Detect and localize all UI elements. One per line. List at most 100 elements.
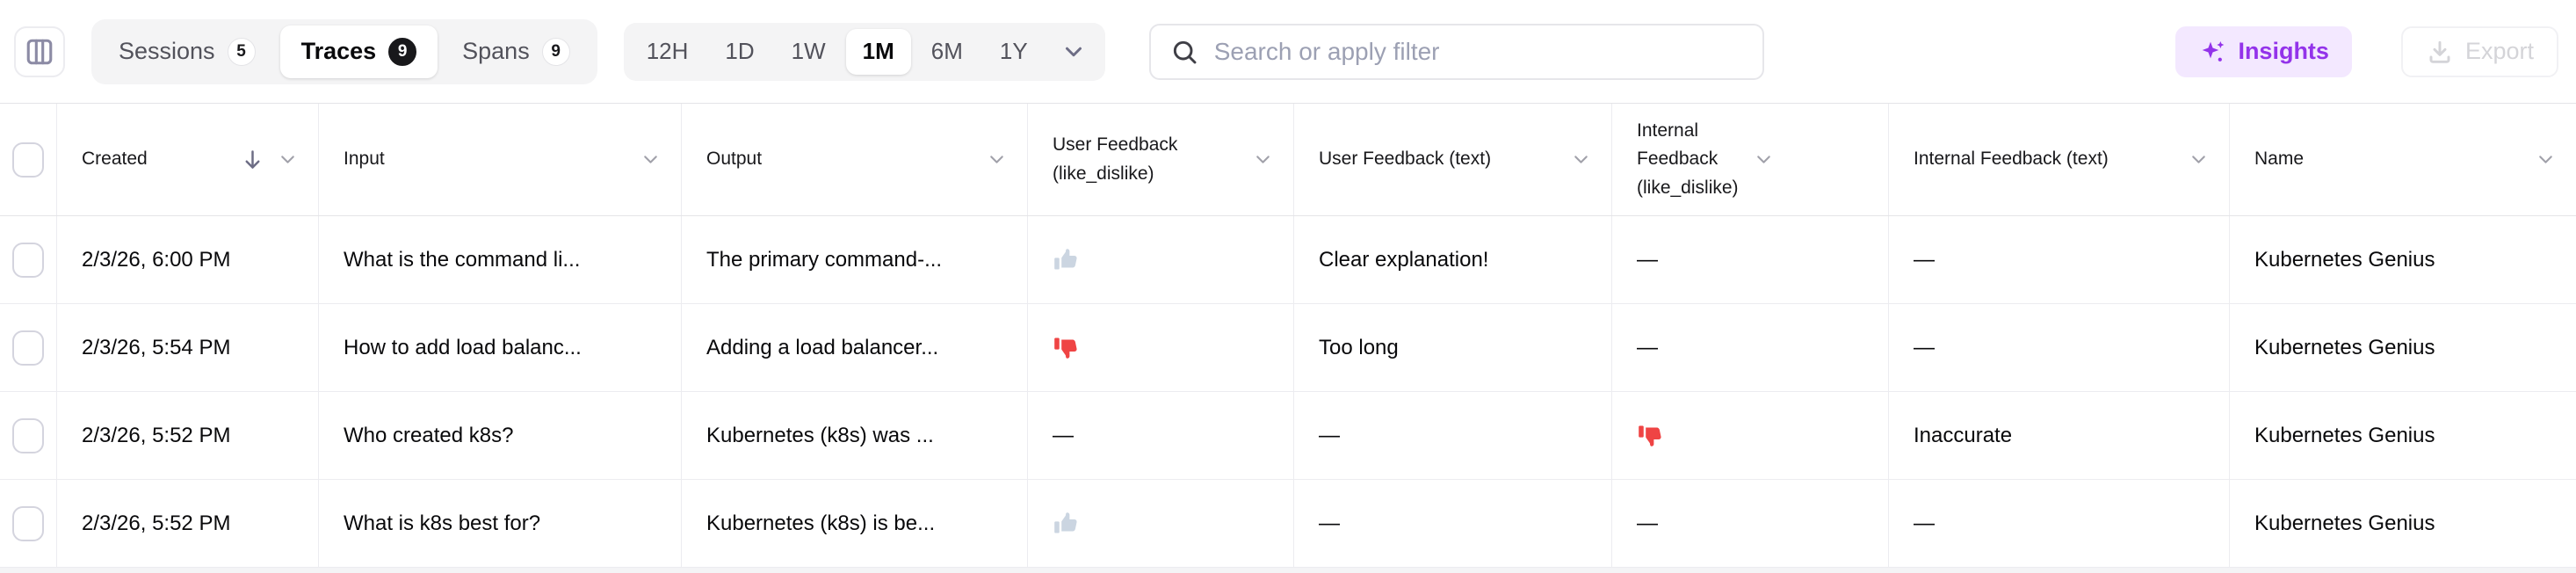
output-cell: Adding a load balancer... <box>682 304 1028 391</box>
user-feedback-like-cell <box>1028 216 1294 303</box>
user-feedback-like-cell <box>1028 480 1294 567</box>
internal-feedback-text-cell: — <box>1889 304 2230 391</box>
user-feedback-like-cell: — <box>1028 392 1294 479</box>
empty-value: — <box>1637 335 1658 359</box>
range-label: 12H <box>646 38 689 64</box>
tab-sessions[interactable]: Sessions 5 <box>98 25 277 78</box>
thumbs-down-icon <box>1054 337 1077 359</box>
column-header-user-feedback-text[interactable]: User Feedback (text) <box>1294 104 1612 215</box>
column-header-input[interactable]: Input <box>319 104 682 215</box>
user-feedback-text-cell: Too long <box>1294 304 1612 391</box>
columns-icon <box>26 39 53 64</box>
table-row[interactable]: 2/3/26, 5:54 PM How to add load balanc..… <box>0 304 2576 392</box>
column-header-created[interactable]: Created <box>57 104 319 215</box>
chevron-down-icon[interactable] <box>2188 149 2210 170</box>
created-cell: 2/3/26, 5:54 PM <box>57 304 319 391</box>
tab-spans[interactable]: Spans 9 <box>441 25 591 78</box>
column-header-name[interactable]: Name <box>2230 104 2576 215</box>
name-cell: Kubernetes Genius <box>2254 335 2435 359</box>
table-row[interactable]: 2/3/26, 6:00 PM What is the command li..… <box>0 216 2576 304</box>
range-1y[interactable]: 1Y <box>983 29 1045 75</box>
page-background-strip <box>0 568 2576 573</box>
range-12h[interactable]: 12H <box>630 29 706 75</box>
user-feedback-like-cell <box>1028 304 1294 391</box>
tab-count-badge: 9 <box>541 37 570 66</box>
export-button[interactable]: Export <box>2400 25 2558 77</box>
traces-table: Created Input Output User Feedback (like… <box>0 103 2576 573</box>
input-cell: How to add load balanc... <box>319 304 682 391</box>
column-label: Created <box>82 149 148 170</box>
column-label: User Feedback (text) <box>1319 149 1492 170</box>
column-label: User Feedback (like_dislike) <box>1053 134 1178 184</box>
chevron-down-icon[interactable] <box>2535 149 2557 170</box>
chevron-down-icon[interactable] <box>1570 149 1592 170</box>
column-label: Internal Feedback (like_dislike) <box>1637 120 1739 198</box>
user-feedback-text-cell: — <box>1294 392 1612 479</box>
chevron-down-icon <box>1065 47 1082 56</box>
column-header-user-feedback-like[interactable]: User Feedback (like_dislike) <box>1028 104 1294 215</box>
chevron-down-icon[interactable] <box>986 149 1008 170</box>
row-checkbox[interactable] <box>12 242 44 278</box>
internal-feedback-like-cell: — <box>1612 304 1889 391</box>
input-cell: What is the command li... <box>319 216 682 303</box>
view-tabs: Sessions 5 Traces 9 Spans 9 <box>91 18 597 84</box>
select-all-cell <box>0 104 57 215</box>
range-dropdown-button[interactable] <box>1048 29 1099 75</box>
chevron-down-icon[interactable] <box>1252 149 1274 170</box>
thumbs-down-icon <box>1639 425 1661 446</box>
panel-toggle-button[interactable] <box>14 25 65 77</box>
select-all-checkbox[interactable] <box>12 141 44 178</box>
search-input[interactable] <box>1213 37 1743 66</box>
internal-feedback-like-cell: — <box>1612 480 1889 567</box>
internal-feedback-text-cell: Inaccurate <box>1889 392 2230 479</box>
thumbs-up-icon <box>1054 249 1077 270</box>
chevron-down-icon[interactable] <box>640 149 662 170</box>
insights-button[interactable]: Insights <box>2175 25 2352 77</box>
user-feedback-text-cell: — <box>1294 480 1612 567</box>
internal-feedback-like-cell: — <box>1612 216 1889 303</box>
time-range-group: 12H 1D 1W 1M 6M 1Y <box>623 22 1105 81</box>
row-checkbox[interactable] <box>12 330 44 366</box>
empty-value: — <box>1053 423 1074 447</box>
download-icon <box>2429 40 2450 63</box>
range-label: 1W <box>791 38 826 64</box>
row-select-cell <box>0 392 57 479</box>
name-cell: Kubernetes Genius <box>2254 511 2435 535</box>
internal-feedback-like-cell <box>1612 392 1889 479</box>
tab-traces[interactable]: Traces 9 <box>279 25 438 78</box>
column-header-output[interactable]: Output <box>682 104 1028 215</box>
chevron-down-icon[interactable] <box>277 149 299 170</box>
user-feedback-text-cell: Clear explanation! <box>1294 216 1612 303</box>
topbar: Sessions 5 Traces 9 Spans 9 12H 1D 1W 1M… <box>0 0 2576 103</box>
sort-desc-icon <box>245 150 260 169</box>
row-checkbox[interactable] <box>12 505 44 541</box>
output-cell: Kubernetes (k8s) is be... <box>682 480 1028 567</box>
chevron-down-icon[interactable] <box>1753 149 1775 170</box>
range-1d[interactable]: 1D <box>708 29 771 75</box>
tab-count-badge: 5 <box>227 37 256 66</box>
table-row[interactable]: 2/3/26, 5:52 PM Who created k8s? Kuberne… <box>0 392 2576 480</box>
name-cell: Kubernetes Genius <box>2254 423 2435 447</box>
column-header-internal-feedback-like[interactable]: Internal Feedback (like_dislike) <box>1612 104 1889 215</box>
column-label: Internal Feedback (text) <box>1914 149 2109 170</box>
internal-feedback-text-cell: — <box>1889 216 2230 303</box>
output-cell: The primary command-... <box>682 216 1028 303</box>
input-cell: What is k8s best for? <box>319 480 682 567</box>
table-row[interactable]: 2/3/26, 5:52 PM What is k8s best for? Ku… <box>0 480 2576 568</box>
row-select-cell <box>0 480 57 567</box>
column-header-internal-feedback-text[interactable]: Internal Feedback (text) <box>1889 104 2230 215</box>
thumbs-up-icon <box>1054 512 1077 533</box>
empty-value: — <box>1637 511 1658 535</box>
name-cell: Kubernetes Genius <box>2254 247 2435 272</box>
range-6m[interactable]: 6M <box>915 29 980 75</box>
row-select-cell <box>0 216 57 303</box>
tab-label: Sessions <box>119 38 215 64</box>
column-label: Name <box>2254 149 2305 170</box>
range-1w[interactable]: 1W <box>775 29 843 75</box>
range-1m[interactable]: 1M <box>845 28 911 75</box>
row-checkbox[interactable] <box>12 417 44 453</box>
created-cell: 2/3/26, 5:52 PM <box>57 480 319 567</box>
tab-label: Spans <box>462 38 530 64</box>
created-cell: 2/3/26, 5:52 PM <box>57 392 319 479</box>
internal-feedback-text-cell: — <box>1889 480 2230 567</box>
